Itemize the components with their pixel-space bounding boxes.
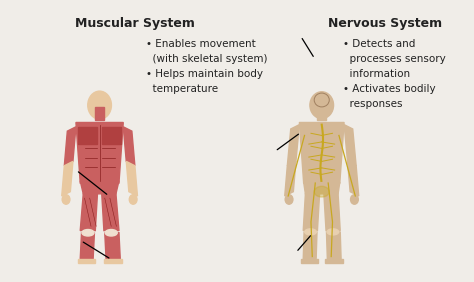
Polygon shape — [80, 233, 94, 259]
Polygon shape — [80, 194, 98, 231]
Text: • Detects and: • Detects and — [343, 39, 415, 49]
Polygon shape — [301, 259, 319, 263]
Polygon shape — [304, 182, 340, 194]
Polygon shape — [80, 181, 119, 194]
Ellipse shape — [351, 195, 358, 204]
Text: Nervous System: Nervous System — [328, 17, 442, 30]
Text: • Helps maintain body: • Helps maintain body — [146, 69, 264, 79]
Polygon shape — [344, 125, 356, 166]
Text: Muscular System: Muscular System — [75, 17, 195, 30]
Polygon shape — [327, 232, 341, 259]
Polygon shape — [123, 127, 135, 166]
Polygon shape — [303, 194, 319, 231]
Text: information: information — [343, 69, 410, 79]
Ellipse shape — [305, 229, 316, 235]
Text: processes sensory: processes sensory — [343, 54, 446, 63]
Polygon shape — [76, 122, 123, 183]
Polygon shape — [287, 125, 300, 166]
Polygon shape — [78, 127, 98, 144]
Ellipse shape — [129, 195, 137, 204]
Text: (with skeletal system): (with skeletal system) — [146, 54, 268, 63]
Polygon shape — [105, 233, 120, 259]
Ellipse shape — [314, 186, 329, 197]
Ellipse shape — [285, 195, 293, 204]
Ellipse shape — [88, 91, 111, 119]
Bar — [95, 107, 104, 120]
Polygon shape — [64, 127, 76, 166]
Bar — [318, 107, 326, 120]
Text: • Activates bodily: • Activates bodily — [343, 84, 436, 94]
Polygon shape — [102, 194, 119, 231]
Polygon shape — [126, 161, 137, 196]
Polygon shape — [62, 161, 73, 196]
Polygon shape — [78, 259, 95, 263]
Polygon shape — [285, 161, 296, 196]
Polygon shape — [303, 232, 317, 259]
Ellipse shape — [310, 92, 334, 119]
Ellipse shape — [105, 230, 117, 236]
Polygon shape — [300, 122, 344, 183]
Polygon shape — [102, 127, 121, 144]
Text: responses: responses — [343, 99, 402, 109]
Polygon shape — [104, 259, 122, 263]
Polygon shape — [324, 194, 340, 231]
Text: temperature: temperature — [146, 84, 219, 94]
Text: • Enables movement: • Enables movement — [146, 39, 256, 49]
Polygon shape — [325, 259, 343, 263]
Ellipse shape — [82, 230, 94, 236]
Polygon shape — [347, 161, 359, 196]
Ellipse shape — [327, 229, 339, 235]
Ellipse shape — [62, 195, 70, 204]
